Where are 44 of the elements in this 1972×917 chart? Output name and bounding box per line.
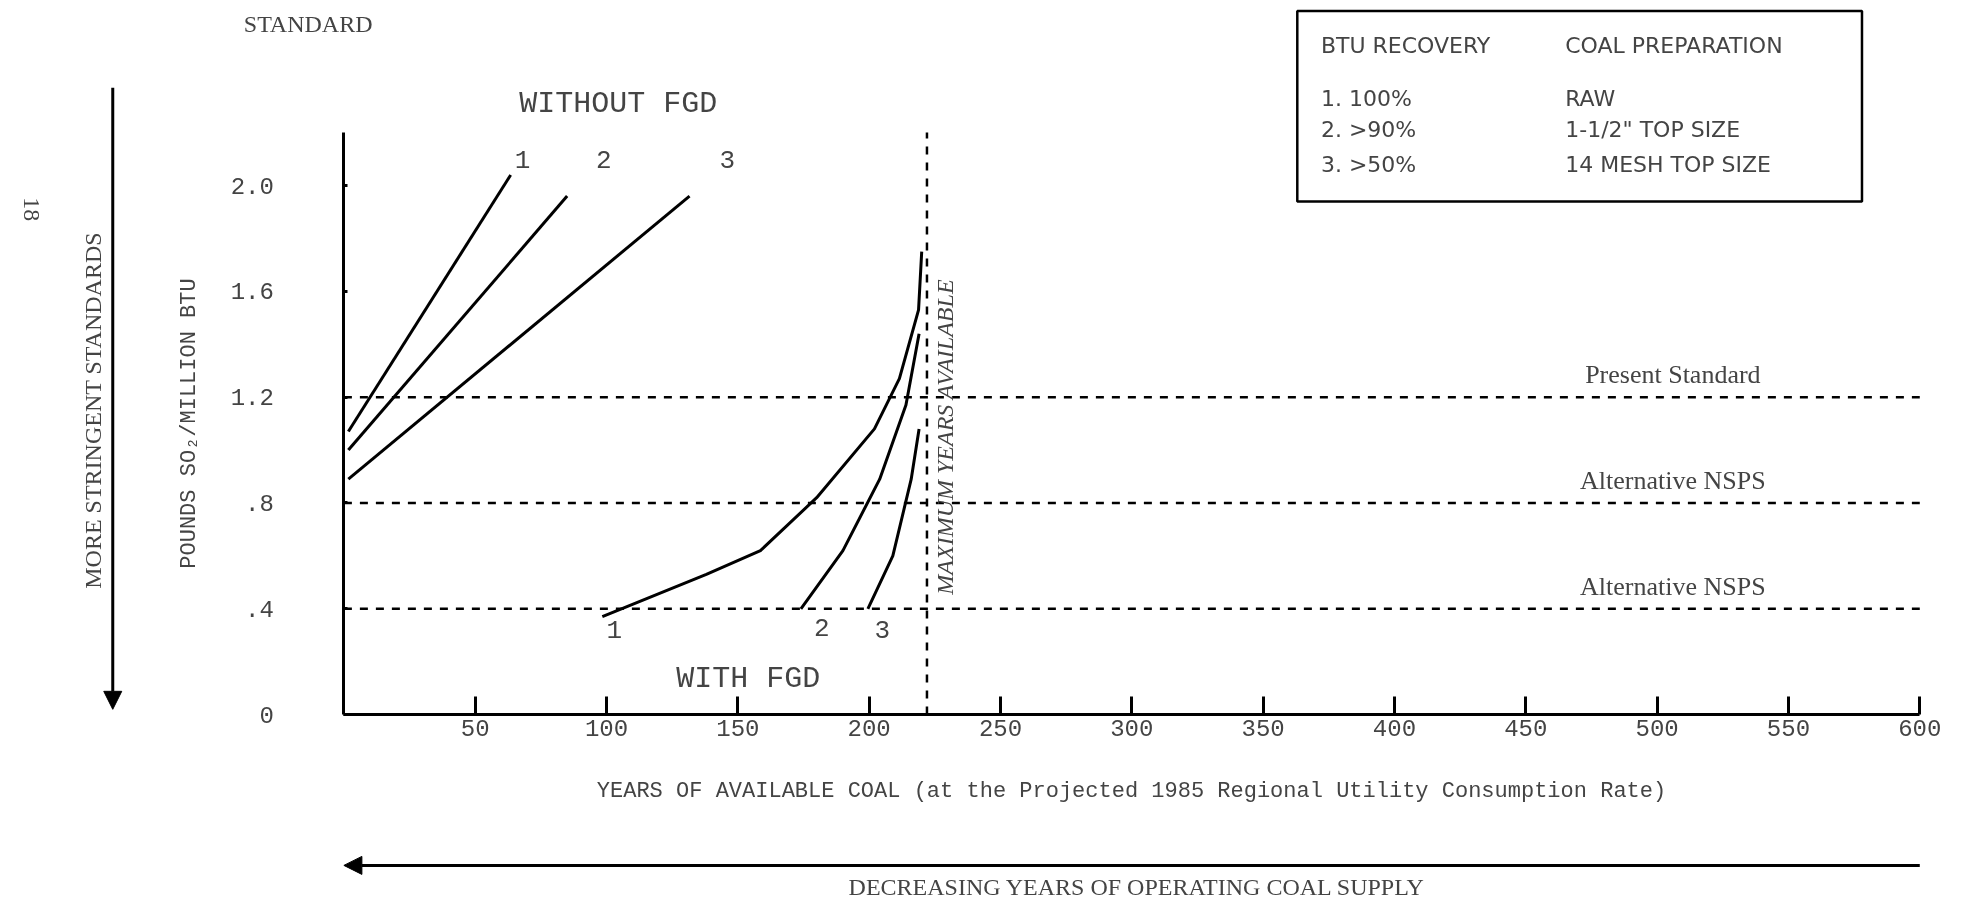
text: MORE STRINGENT STANDARDS bbox=[80, 232, 107, 589]
x-tick-label: 100 bbox=[584, 715, 629, 743]
text: 18 bbox=[18, 197, 45, 222]
ref-line-label: MAXIMUM YEARS AVAILABLE bbox=[932, 279, 959, 596]
annotation: WITH FGD bbox=[676, 661, 821, 696]
y-tick-label: 0 bbox=[259, 702, 274, 730]
annotation: 14 MESH TOP SIZE bbox=[1565, 151, 1772, 177]
text: STANDARD bbox=[243, 11, 373, 38]
ref-line-label: Alternative NSPS bbox=[1580, 466, 1766, 496]
x-tick-label: 400 bbox=[1372, 715, 1417, 743]
text: RAW bbox=[1565, 85, 1616, 111]
text: DECREASING YEARS OF OPERATING COAL SUPPLY bbox=[848, 873, 1424, 900]
annotation: 3 bbox=[874, 616, 891, 647]
annotation: 1-1/2" TOP SIZE bbox=[1565, 117, 1741, 143]
annotation: 3 bbox=[719, 145, 736, 176]
x-tick-label: 350 bbox=[1241, 715, 1285, 743]
annotation: 2 bbox=[596, 145, 612, 176]
x-tick-label: 300 bbox=[1110, 715, 1154, 743]
x-tick-label: 50 bbox=[460, 715, 490, 743]
x-tick-label: 200 bbox=[847, 715, 891, 743]
x-tick-label: 500 bbox=[1635, 715, 1679, 743]
x-tick-label: 550 bbox=[1766, 715, 1811, 743]
text: WITHOUT FGD bbox=[519, 86, 718, 121]
y-axis-title: POUNDS SO₂/MILLION BTU bbox=[177, 278, 203, 569]
annotation: 1 bbox=[606, 616, 623, 647]
text: COAL PREPARATION bbox=[1565, 32, 1783, 58]
ref-line-label: Present Standard bbox=[1585, 360, 1761, 390]
y-tick-label: 1.6 bbox=[230, 279, 274, 307]
annotation: 2 bbox=[814, 613, 830, 644]
x-tick-label: 150 bbox=[716, 715, 760, 743]
y-tick-label: 2.0 bbox=[230, 173, 274, 201]
annotation: 2. >90% bbox=[1320, 117, 1417, 143]
annotation: 1 bbox=[514, 145, 531, 176]
annotation: 3. >50% bbox=[1320, 151, 1417, 177]
x-tick-label: 250 bbox=[978, 715, 1023, 743]
x-tick-label: 600 bbox=[1898, 715, 1942, 743]
x-tick-label: 450 bbox=[1504, 715, 1548, 743]
text: BTU RECOVERY bbox=[1320, 32, 1491, 58]
y-tick-label: .4 bbox=[245, 596, 274, 624]
y-tick-label: 1.2 bbox=[230, 385, 274, 413]
text: 1. 100% bbox=[1320, 85, 1412, 111]
y-tick-label: .8 bbox=[245, 490, 274, 518]
x-axis-title: YEARS OF AVAILABLE COAL (at the Projected 1985 Regional Utility Consumption Rate) bbox=[596, 778, 1667, 804]
ref-line-label: Alternative NSPS bbox=[1580, 571, 1766, 601]
